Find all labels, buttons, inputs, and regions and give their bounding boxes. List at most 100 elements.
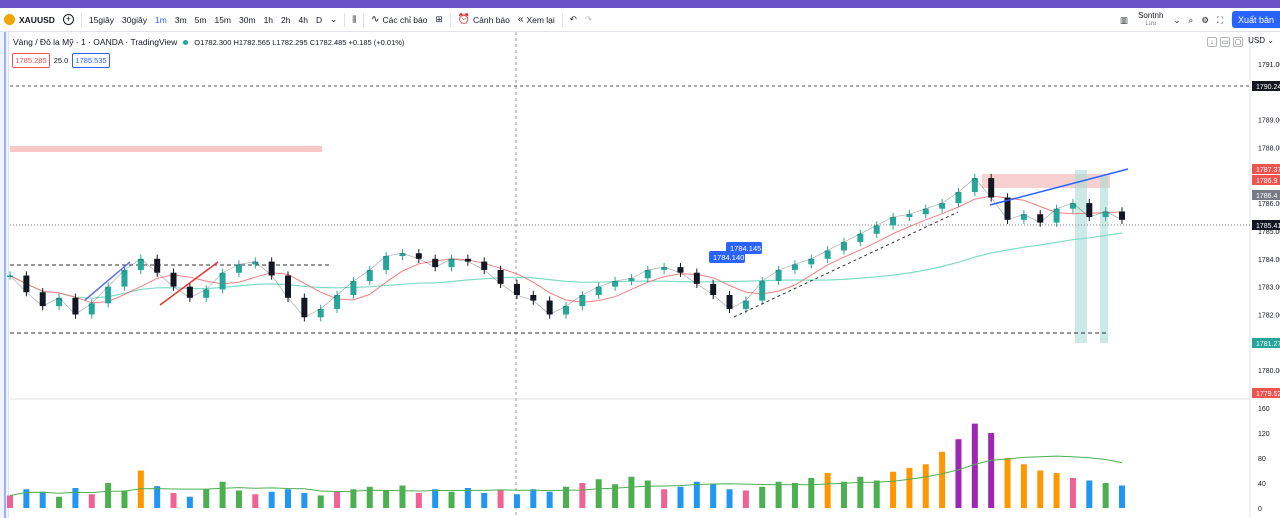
candle-body (857, 233, 864, 243)
volume-bar (203, 489, 210, 508)
price-trace (9, 177, 1123, 318)
y-tick-label: 1784.00 (1258, 257, 1280, 264)
interval-10[interactable]: D (315, 14, 323, 25)
replay-icon: « (517, 14, 524, 25)
volume-bar (759, 486, 766, 508)
volume-bar (7, 495, 13, 508)
candle-body (23, 275, 30, 293)
price-label-bottom-bg (1252, 388, 1280, 398)
volume-bar (1053, 473, 1060, 508)
replay-label: Xem lại (526, 14, 555, 25)
price-axis (1250, 32, 1280, 518)
candle-body (775, 269, 782, 282)
trend-line-support (733, 211, 959, 318)
buy-button[interactable]: 1785.535 (72, 53, 110, 68)
volume-bar (301, 493, 308, 508)
volume-bar (219, 481, 226, 508)
candle-body (350, 281, 357, 295)
candle-body (612, 281, 619, 287)
volume-bar (334, 491, 341, 508)
candle-body (7, 275, 13, 278)
price-label-zone-bg (1252, 164, 1280, 174)
candle-body (301, 297, 308, 318)
interval-1[interactable]: 30giây (121, 14, 148, 25)
volume-bar (906, 468, 913, 508)
symbol-search[interactable]: XAUUSD (0, 8, 59, 31)
divider (449, 12, 451, 27)
volume-bar (808, 478, 815, 508)
add-symbol-icon[interactable]: + (59, 8, 78, 31)
interval-2[interactable]: 1m (155, 14, 167, 25)
volume-bar (677, 486, 684, 508)
fast-moving-average (9, 195, 1123, 304)
chart-legend: Vàng / Đô la Mỹ · 1 · OANDA · TradingVie… (13, 37, 404, 47)
settings-icon[interactable]: ⚙ (1201, 14, 1209, 25)
candle-body (563, 306, 569, 315)
candle-body (693, 272, 700, 284)
indicators-label: Các chỉ báo (382, 14, 428, 25)
volume-bar (513, 494, 520, 508)
candle-body (628, 278, 635, 282)
interval-list: 15giây 30giây 1m 3m 5m 15m 30m 1h 2h 4h D (85, 8, 326, 31)
currency-selector[interactable]: USD ⌄ (1248, 36, 1274, 45)
drawn-line-1 (84, 261, 131, 301)
toolbar-edge (4, 32, 6, 518)
candle-body (513, 283, 520, 295)
y-tick-label: 1783.00 (1258, 285, 1280, 292)
interval-3[interactable]: 3m (174, 14, 187, 25)
volume-bar (612, 484, 619, 508)
chevron-down-icon[interactable]: ⌄ (1173, 14, 1181, 25)
layout-icon[interactable]: ▥ (1120, 14, 1129, 25)
minimize-icon[interactable]: ▭ (1220, 37, 1230, 47)
candle-body (1102, 211, 1109, 218)
replay-button[interactable]: «Xem lại (514, 8, 559, 31)
candle-body (890, 217, 897, 226)
legend-ohlc: O1782.300 H1782.565 L1782.295 C1782.485 … (194, 37, 405, 47)
download-icon[interactable]: ↓ (1207, 37, 1217, 47)
price-label-upper-bg (1252, 81, 1280, 91)
volume-bar (661, 489, 668, 508)
search-icon[interactable]: ⌕ (1188, 14, 1194, 25)
supply-zone (982, 174, 1110, 188)
interval-5[interactable]: 15m (214, 14, 232, 25)
redo-icon[interactable]: ↷ (584, 14, 593, 24)
chevron-down-icon[interactable]: ⌄ (330, 14, 338, 24)
interval-6[interactable]: 30m (239, 14, 256, 25)
candle-body (1037, 214, 1044, 223)
candles-icon[interactable]: ⫼ (352, 14, 357, 24)
window-titlebar (0, 0, 1280, 8)
interval-9[interactable]: 4h (298, 14, 308, 25)
candle-body (1119, 211, 1125, 220)
indicators-button[interactable]: ∿ Các chỉ báo (367, 8, 431, 31)
candle-body (661, 267, 668, 270)
candle-body (579, 294, 586, 307)
alerts-button[interactable]: ⏰ Cảnh báo (454, 8, 514, 31)
candle-body (759, 281, 766, 301)
indicators-icon: ∿ (371, 14, 380, 25)
sell-button[interactable]: 1785.285 (12, 53, 50, 68)
volume-bar (350, 489, 357, 508)
maximize-icon[interactable]: ▢ (1233, 37, 1243, 47)
fullscreen-icon[interactable]: ⛶ (1216, 14, 1223, 25)
undo-icon[interactable]: ↶ (569, 14, 577, 24)
candle-body (235, 264, 242, 273)
candle-body (971, 178, 978, 192)
volume-bar (955, 439, 962, 508)
interval-7[interactable]: 1h (263, 14, 274, 25)
volume-bar (628, 476, 635, 508)
interval-8[interactable]: 2h (281, 14, 291, 25)
publish-button[interactable]: Xuất bản (1231, 11, 1280, 28)
y-tick-label: 1788.00 (1258, 145, 1280, 152)
volume-moving-average (9, 455, 1123, 496)
interval-4[interactable]: 5m (194, 14, 207, 25)
candle-body (415, 253, 422, 259)
interval-0[interactable]: 15giây (88, 14, 114, 25)
drawing-toolbar[interactable] (0, 32, 9, 518)
candle-body (252, 261, 259, 265)
volume-bar (88, 494, 95, 508)
volume-bar (1086, 480, 1093, 508)
volume-bar (971, 423, 978, 508)
user-save[interactable]: Sontnh Lưu (1132, 11, 1169, 29)
templates-icon[interactable]: ⊞ (435, 14, 443, 24)
